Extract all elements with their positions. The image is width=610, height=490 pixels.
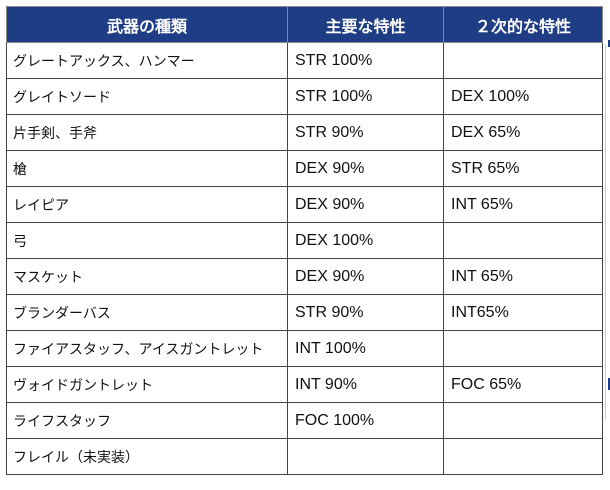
table-row: 弓 DEX 100% bbox=[6, 222, 603, 259]
weapon-type-cell: レイピア bbox=[6, 186, 288, 223]
primary-attribute-cell: STR 100% bbox=[287, 78, 444, 115]
secondary-attribute-cell: INT 65% bbox=[443, 186, 603, 223]
primary-attribute-cell: INT 100% bbox=[287, 330, 444, 367]
header-primary-attribute: 主要な特性 bbox=[287, 6, 444, 43]
weapon-type-cell: マスケット bbox=[6, 258, 288, 295]
table-row: グレートアックス、ハンマー STR 100% bbox=[6, 42, 603, 79]
primary-attribute-cell bbox=[287, 438, 444, 475]
table-body: グレートアックス、ハンマー STR 100% グレイトソード STR 100% DEX … bbox=[6, 42, 603, 475]
table-row: ヴォイドガントレット INT 90% FOC 65% bbox=[6, 366, 603, 403]
secondary-attribute-cell: FOC 65% bbox=[443, 366, 603, 403]
table-row: ブランダーバス STR 90% INT65% bbox=[6, 294, 603, 331]
weapon-type-cell: ファイアスタッフ、アイスガントレット bbox=[6, 330, 288, 367]
weapon-type-cell: ライフスタッフ bbox=[6, 402, 288, 439]
secondary-attribute-cell bbox=[443, 330, 603, 367]
secondary-attribute-cell bbox=[443, 222, 603, 259]
weapon-type-cell: フレイル（未実装） bbox=[6, 438, 288, 475]
primary-attribute-cell: STR 100% bbox=[287, 42, 444, 79]
table-row: ライフスタッフ FOC 100% bbox=[6, 402, 603, 439]
secondary-attribute-cell: DEX 65% bbox=[443, 114, 603, 151]
header-weapon-type: 武器の種類 bbox=[6, 6, 288, 43]
edge-divider bbox=[605, 44, 606, 420]
primary-attribute-cell: DEX 90% bbox=[287, 150, 444, 187]
weapon-type-cell: 弓 bbox=[6, 222, 288, 259]
weapon-type-cell: ヴォイドガントレット bbox=[6, 366, 288, 403]
table-row: ファイアスタッフ、アイスガントレット INT 100% bbox=[6, 330, 603, 367]
weapon-type-cell: ブランダーバス bbox=[6, 294, 288, 331]
table-row: フレイル（未実装） bbox=[6, 438, 603, 475]
secondary-attribute-cell: DEX 100% bbox=[443, 78, 603, 115]
table-row: グレイトソード STR 100% DEX 100% bbox=[6, 78, 603, 115]
weapon-type-cell: 槍 bbox=[6, 150, 288, 187]
header-secondary-attribute: ２次的な特性 bbox=[443, 6, 603, 43]
secondary-attribute-cell bbox=[443, 42, 603, 79]
primary-attribute-cell: DEX 90% bbox=[287, 186, 444, 223]
edge-marker bbox=[608, 40, 610, 47]
primary-attribute-cell: STR 90% bbox=[287, 114, 444, 151]
weapon-attribute-table: 武器の種類 主要な特性 ２次的な特性 グレートアックス、ハンマー STR 100%… bbox=[6, 6, 603, 475]
primary-attribute-cell: DEX 100% bbox=[287, 222, 444, 259]
table-row: マスケット DEX 90% INT 65% bbox=[6, 258, 603, 295]
secondary-attribute-cell: INT65% bbox=[443, 294, 603, 331]
secondary-attribute-cell: INT 65% bbox=[443, 258, 603, 295]
secondary-attribute-cell bbox=[443, 402, 603, 439]
primary-attribute-cell: DEX 90% bbox=[287, 258, 444, 295]
primary-attribute-cell: INT 90% bbox=[287, 366, 444, 403]
table-row: 片手剣、手斧 STR 90% DEX 65% bbox=[6, 114, 603, 151]
weapon-type-cell: グレイトソード bbox=[6, 78, 288, 115]
weapon-type-cell: 片手剣、手斧 bbox=[6, 114, 288, 151]
table-row: 槍 DEX 90% STR 65% bbox=[6, 150, 603, 187]
primary-attribute-cell: FOC 100% bbox=[287, 402, 444, 439]
primary-attribute-cell: STR 90% bbox=[287, 294, 444, 331]
edge-marker bbox=[608, 378, 610, 390]
secondary-attribute-cell: STR 65% bbox=[443, 150, 603, 187]
secondary-attribute-cell bbox=[443, 438, 603, 475]
weapon-type-cell: グレートアックス、ハンマー bbox=[6, 42, 288, 79]
table-row: レイピア DEX 90% INT 65% bbox=[6, 186, 603, 223]
table-header-row: 武器の種類 主要な特性 ２次的な特性 bbox=[6, 6, 603, 43]
